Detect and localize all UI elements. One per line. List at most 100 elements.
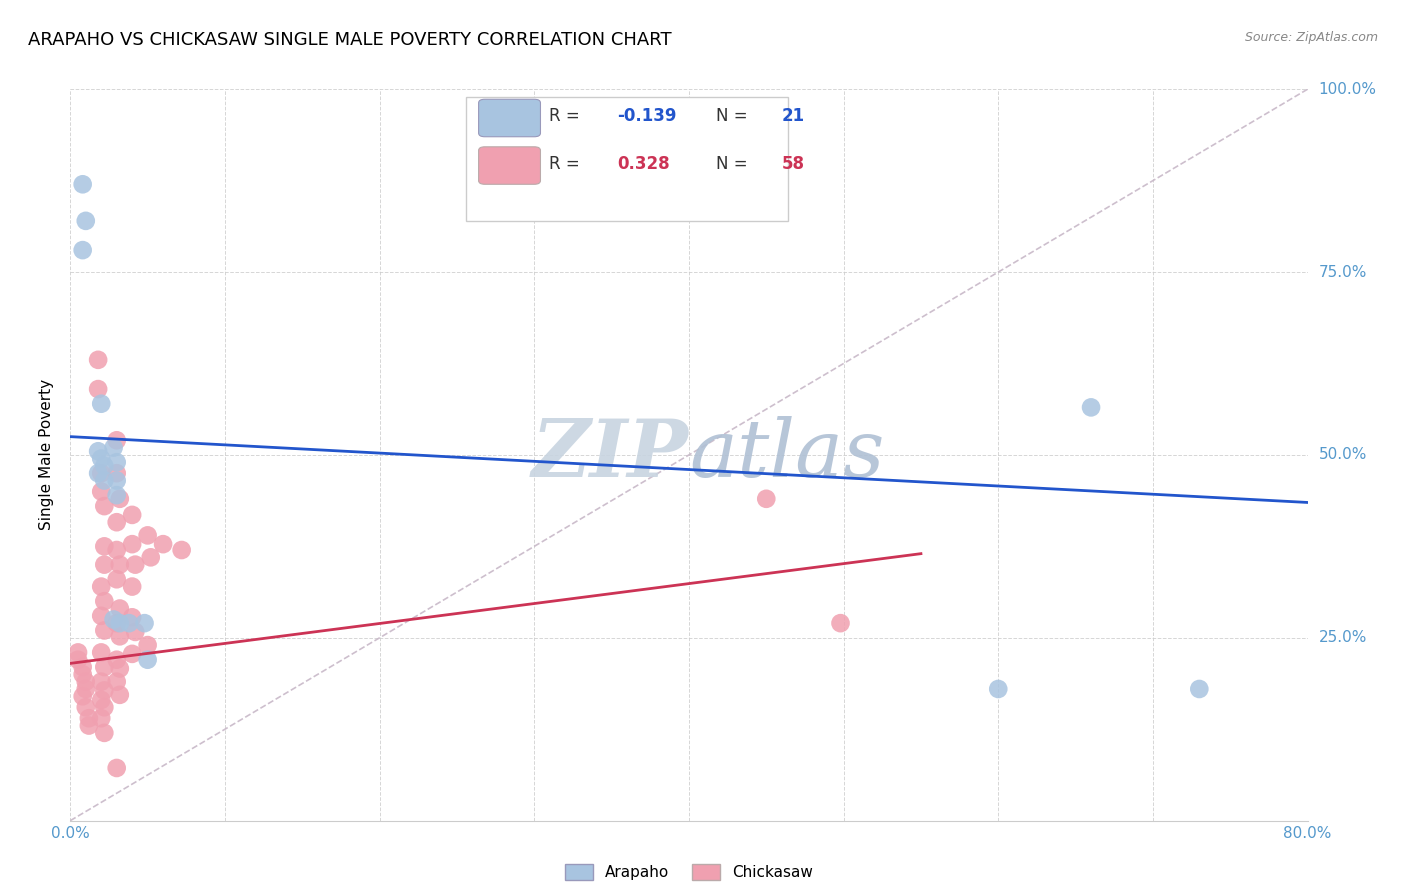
Point <box>124 624 146 639</box>
Point <box>987 681 1010 696</box>
Point <box>121 508 143 522</box>
Point <box>105 474 128 488</box>
Text: 100.0%: 100.0% <box>1319 82 1376 96</box>
Point <box>108 558 131 572</box>
Point <box>1080 401 1102 415</box>
Point <box>72 243 94 257</box>
Text: 0.328: 0.328 <box>617 155 669 173</box>
Point <box>75 700 97 714</box>
Point <box>90 693 112 707</box>
Point <box>103 441 125 455</box>
Point <box>72 667 94 681</box>
Point <box>87 382 110 396</box>
Point <box>105 572 128 586</box>
Point <box>90 580 112 594</box>
Point <box>90 466 112 480</box>
Point <box>105 616 128 631</box>
Point <box>139 550 162 565</box>
Point <box>108 601 131 615</box>
Point <box>170 543 193 558</box>
Text: R =: R = <box>550 107 585 125</box>
Point <box>90 484 112 499</box>
Point <box>90 645 112 659</box>
Point <box>93 499 115 513</box>
Point <box>77 718 100 732</box>
Point <box>93 700 115 714</box>
Text: ARAPAHO VS CHICKASAW SINGLE MALE POVERTY CORRELATION CHART: ARAPAHO VS CHICKASAW SINGLE MALE POVERTY… <box>28 31 672 49</box>
Point <box>124 558 146 572</box>
Point <box>72 178 94 192</box>
Text: atlas: atlas <box>689 417 884 493</box>
Point <box>105 455 128 469</box>
Point <box>136 528 159 542</box>
Point <box>93 660 115 674</box>
Point <box>1188 681 1211 696</box>
FancyBboxPatch shape <box>478 147 540 185</box>
Point <box>103 613 125 627</box>
Point <box>108 491 131 506</box>
Point <box>72 660 94 674</box>
Point <box>108 661 131 675</box>
Point <box>75 674 97 689</box>
Y-axis label: Single Male Poverty: Single Male Poverty <box>39 379 55 531</box>
Point <box>75 681 97 696</box>
Point <box>105 543 128 558</box>
Point <box>105 674 128 689</box>
FancyBboxPatch shape <box>467 96 787 221</box>
FancyBboxPatch shape <box>478 99 540 136</box>
Text: 75.0%: 75.0% <box>1319 265 1367 279</box>
Point <box>87 466 110 480</box>
Point <box>118 616 141 631</box>
Point <box>121 610 143 624</box>
Point <box>67 653 90 667</box>
Point <box>105 434 128 448</box>
Text: R =: R = <box>550 155 585 173</box>
Point <box>105 466 128 480</box>
Point <box>75 214 97 228</box>
Text: Source: ZipAtlas.com: Source: ZipAtlas.com <box>1244 31 1378 45</box>
Point <box>93 726 115 740</box>
Point <box>152 537 174 551</box>
Point <box>121 647 143 661</box>
Point <box>136 653 159 667</box>
Point <box>93 539 115 553</box>
Point <box>121 537 143 551</box>
Point <box>93 558 115 572</box>
Point <box>108 688 131 702</box>
Point <box>93 458 115 473</box>
Text: N =: N = <box>716 107 754 125</box>
Point <box>134 616 156 631</box>
Point <box>108 616 131 631</box>
Point <box>90 711 112 725</box>
Point <box>105 761 128 775</box>
Text: -0.139: -0.139 <box>617 107 676 125</box>
Text: 21: 21 <box>782 107 804 125</box>
Text: ZIP: ZIP <box>531 417 689 493</box>
Point <box>105 488 128 502</box>
Text: N =: N = <box>716 155 754 173</box>
Legend: Arapaho, Chickasaw: Arapaho, Chickasaw <box>560 858 818 886</box>
Text: 50.0%: 50.0% <box>1319 448 1367 462</box>
Point <box>87 352 110 367</box>
Point <box>755 491 778 506</box>
Text: 58: 58 <box>782 155 804 173</box>
Point <box>90 674 112 689</box>
Point <box>108 629 131 643</box>
Point <box>136 638 159 652</box>
Point <box>93 474 115 488</box>
Point <box>93 624 115 638</box>
Point <box>105 515 128 529</box>
Point <box>121 580 143 594</box>
Point <box>77 711 100 725</box>
Point <box>87 444 110 458</box>
Point <box>90 451 112 466</box>
Point <box>67 645 90 659</box>
Point <box>93 594 115 608</box>
Point <box>830 616 852 631</box>
Text: 25.0%: 25.0% <box>1319 631 1367 645</box>
Point <box>105 653 128 667</box>
Point <box>72 690 94 704</box>
Point <box>90 397 112 411</box>
Point <box>93 683 115 698</box>
Point <box>90 608 112 623</box>
